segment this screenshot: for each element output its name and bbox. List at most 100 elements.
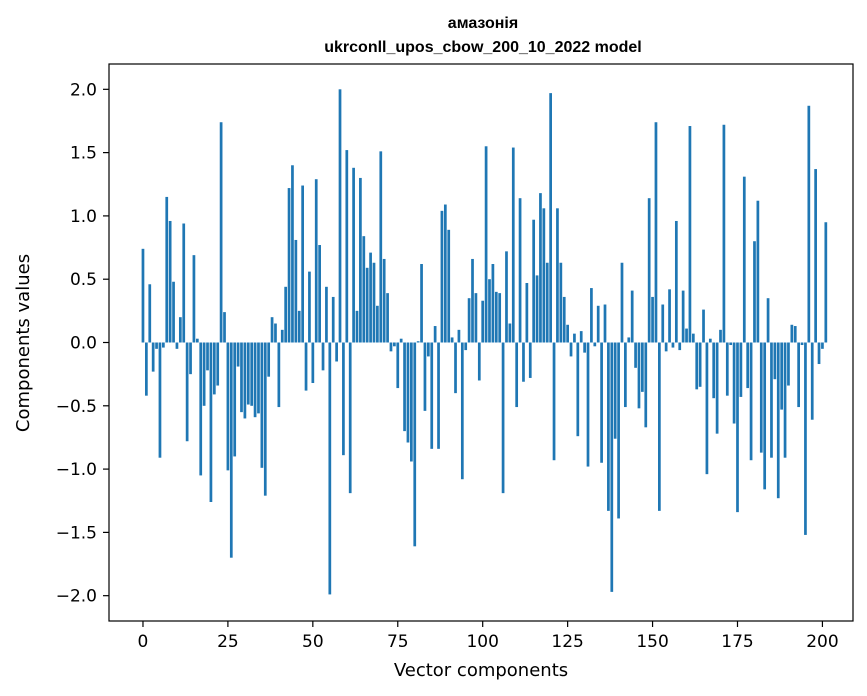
bar xyxy=(590,288,593,343)
bar xyxy=(691,333,695,343)
bar xyxy=(637,342,641,409)
bar xyxy=(243,342,247,419)
bar xyxy=(593,342,597,347)
bar xyxy=(250,342,254,406)
bar xyxy=(443,204,447,343)
bar xyxy=(172,281,175,343)
bar xyxy=(800,342,804,346)
bar xyxy=(311,342,315,384)
bar xyxy=(393,342,396,347)
bar xyxy=(335,342,338,362)
bar xyxy=(454,342,457,394)
bar xyxy=(158,342,162,458)
bar xyxy=(331,296,335,343)
bar xyxy=(291,165,294,343)
bar xyxy=(477,342,481,381)
bar xyxy=(545,262,549,343)
y-tick-label: 0.0 xyxy=(70,334,97,354)
bar xyxy=(742,176,746,343)
bar xyxy=(386,293,389,343)
bar xyxy=(284,286,288,343)
x-tick-label: 100 xyxy=(466,632,498,652)
x-tick-label: 50 xyxy=(302,632,324,652)
bar xyxy=(202,342,206,406)
bar xyxy=(586,342,590,467)
bar xyxy=(175,342,179,349)
bar xyxy=(274,323,277,343)
bar xyxy=(423,342,427,411)
bar xyxy=(318,245,321,343)
bar xyxy=(498,293,502,343)
bar xyxy=(539,193,542,343)
bar xyxy=(698,342,702,387)
bar xyxy=(671,342,675,348)
bar xyxy=(759,342,763,453)
bar xyxy=(216,342,220,386)
bar xyxy=(613,342,617,439)
y-tick-label: 1.5 xyxy=(70,144,97,164)
bar xyxy=(294,239,298,343)
bar xyxy=(233,342,237,457)
bar xyxy=(257,342,260,414)
bar xyxy=(603,304,607,343)
bar xyxy=(559,262,563,343)
bar xyxy=(821,342,824,349)
bar xyxy=(763,342,767,490)
bar xyxy=(420,264,423,343)
chart-title: амазонія xyxy=(448,15,518,32)
bar xyxy=(471,258,474,343)
plot-frame xyxy=(108,63,854,622)
bar xyxy=(267,342,271,377)
bar xyxy=(328,342,332,595)
bar xyxy=(484,146,488,343)
bar xyxy=(145,342,148,396)
bar xyxy=(787,342,790,386)
bar xyxy=(396,342,400,389)
bar xyxy=(321,342,325,371)
bar xyxy=(797,342,800,408)
bar xyxy=(342,342,345,456)
bar xyxy=(780,342,784,410)
bar xyxy=(467,298,471,343)
bar xyxy=(226,342,230,471)
bar xyxy=(505,251,508,343)
bar xyxy=(162,342,165,348)
bar xyxy=(607,342,610,511)
bar xyxy=(430,342,434,449)
bar xyxy=(178,317,182,343)
bar xyxy=(219,122,223,343)
bar xyxy=(654,122,658,343)
y-axis-label: Components values xyxy=(13,254,34,432)
bar xyxy=(824,222,828,343)
bar xyxy=(212,342,216,395)
bar xyxy=(457,329,461,343)
y-tick-label: −2.0 xyxy=(56,587,97,607)
bar xyxy=(301,185,304,343)
bar xyxy=(491,264,495,343)
bar xyxy=(369,252,372,343)
bar xyxy=(433,326,437,343)
bar xyxy=(712,342,716,399)
chart-subtitle: ukrconll_upos_cbow_200_10_2022 model xyxy=(324,39,641,56)
bar xyxy=(365,267,369,343)
bar xyxy=(195,338,199,343)
bar xyxy=(355,310,359,343)
bar xyxy=(155,342,158,349)
bar xyxy=(715,342,719,434)
bar xyxy=(739,342,743,397)
bar xyxy=(182,223,186,343)
bar xyxy=(617,342,620,519)
bar xyxy=(280,329,284,343)
bar xyxy=(464,342,468,351)
bar xyxy=(223,312,226,343)
bar xyxy=(729,342,733,346)
bar xyxy=(753,241,756,343)
bar xyxy=(807,105,811,343)
y-tick-label: 1.0 xyxy=(70,207,97,227)
bar xyxy=(240,342,243,413)
bar xyxy=(566,324,569,343)
bar xyxy=(325,286,328,343)
bar xyxy=(681,290,685,343)
bar xyxy=(314,179,318,343)
